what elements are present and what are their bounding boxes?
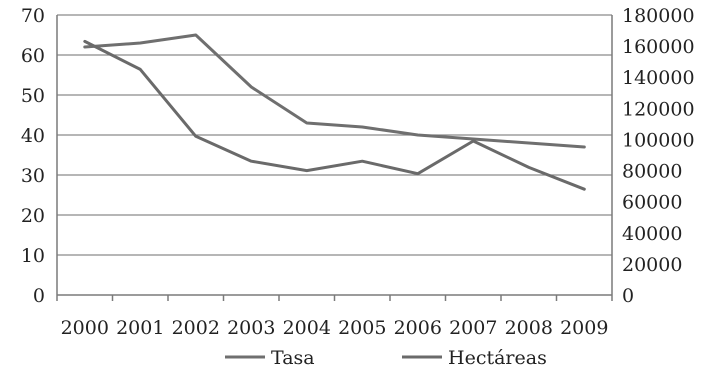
series-lines [83, 33, 586, 191]
x-tick-label: 2003 [227, 317, 275, 339]
x-tick-label: 2005 [338, 317, 386, 339]
y-left-tick-label: 60 [21, 45, 45, 67]
x-tick-label: 2009 [560, 317, 608, 339]
grid-lines [57, 14, 612, 256]
y-left-tick-label: 0 [33, 285, 45, 307]
x-tick-label: 2006 [394, 317, 442, 339]
x-tick-label: 2000 [61, 317, 109, 339]
legend-label: Hectáreas [448, 347, 547, 369]
legend-label: Tasa [271, 347, 315, 369]
legend: Tasa Hectáreas [225, 347, 547, 369]
axes [56, 15, 613, 301]
y-left-tick-label: 10 [21, 245, 45, 267]
x-tick-label: 2008 [505, 317, 553, 339]
left-y-axis-ticks: 0 10 20 30 40 50 60 70 [21, 5, 45, 307]
y-right-tick-label: 140000 [622, 67, 695, 89]
series-line-tasa [83, 33, 586, 149]
y-left-tick-label: 40 [21, 125, 45, 147]
y-left-tick-label: 20 [21, 205, 45, 227]
y-right-tick-label: 120000 [622, 98, 695, 120]
x-tick-label: 2004 [283, 317, 331, 339]
series-line-hectareas [83, 39, 586, 191]
x-axis-ticks: 2000 2001 2002 2003 2004 2005 2006 2007 2008 2009 [61, 317, 609, 339]
y-right-tick-label: 40000 [622, 223, 682, 245]
y-right-tick-label: 60000 [622, 192, 682, 214]
y-left-tick-label: 30 [21, 165, 45, 187]
x-tick-label: 2007 [449, 317, 497, 339]
x-tick-label: 2001 [116, 317, 164, 339]
y-left-tick-label: 70 [21, 5, 45, 27]
y-left-tick-label: 50 [21, 85, 45, 107]
y-right-tick-label: 80000 [622, 161, 682, 183]
y-right-tick-label: 0 [622, 285, 634, 307]
y-right-tick-label: 20000 [622, 254, 682, 276]
y-right-tick-label: 160000 [622, 36, 695, 58]
x-tick-label: 2002 [172, 317, 220, 339]
y-right-tick-label: 180000 [622, 5, 695, 27]
y-right-tick-label: 100000 [622, 129, 695, 151]
right-y-axis-ticks: 0 20000 40000 60000 80000 100000 120000 140000 1… [622, 5, 695, 307]
